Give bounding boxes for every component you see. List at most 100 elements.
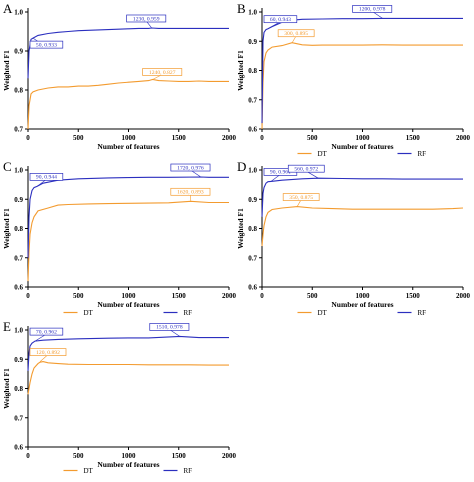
annotation-box bbox=[29, 348, 67, 356]
x-tick-label: 1000 bbox=[356, 134, 371, 142]
x-tick-label: 1500 bbox=[406, 292, 421, 300]
legend-label-dt: DT bbox=[318, 150, 328, 158]
y-axis-label: Weighted F1 bbox=[2, 208, 11, 249]
x-tick-label: 1500 bbox=[172, 134, 187, 142]
annotation-label: 1230, 0.959 bbox=[133, 16, 160, 22]
annotation-box bbox=[29, 173, 64, 181]
y-tick-label: 0.8 bbox=[14, 87, 23, 95]
annotation-box bbox=[287, 164, 325, 173]
annotation-label: 1620, 0.893 bbox=[177, 190, 204, 196]
x-tick-label: 500 bbox=[307, 134, 318, 142]
legend-label-rf: RF bbox=[418, 309, 427, 317]
panel-c: C 0.6 0.7 0.8 0.9 1.0 0 500 1000 1500 2000 Number o… bbox=[2, 159, 237, 317]
series-line-rf bbox=[27, 335, 229, 371]
annotation-label: 350, 0.875 bbox=[289, 195, 313, 201]
legend: DT RF bbox=[63, 309, 193, 317]
legend-label-dt: DT bbox=[84, 309, 94, 317]
x-axis-label: Number of features bbox=[331, 142, 393, 151]
y-tick-label: 0.8 bbox=[248, 67, 257, 75]
series-line-rf bbox=[261, 17, 463, 124]
annotation-box bbox=[263, 15, 298, 24]
y-axis-label: Weighted F1 bbox=[236, 50, 245, 91]
annotation-box bbox=[29, 327, 64, 336]
x-tick-label: 1000 bbox=[122, 134, 137, 142]
annotation-label: 1240, 0.827 bbox=[149, 70, 176, 76]
x-tick-label: 1500 bbox=[172, 452, 187, 460]
y-axis-label: Weighted F1 bbox=[236, 208, 245, 249]
annotation-label: 120, 0.892 bbox=[36, 350, 60, 356]
panel-letter: D bbox=[237, 159, 246, 174]
y-tick-label: 1.0 bbox=[248, 9, 257, 17]
y-tick-label: 0.7 bbox=[248, 96, 257, 104]
annotation-label: 1720, 0.976 bbox=[177, 165, 204, 171]
annotation-label: 90, 0.961 bbox=[270, 170, 291, 176]
y-axis-label: Weighted F1 bbox=[2, 50, 11, 91]
annotation-box bbox=[126, 14, 167, 23]
legend: DT RF bbox=[297, 150, 427, 158]
y-tick-label: 0.7 bbox=[14, 414, 23, 422]
y-tick-label: 0.9 bbox=[248, 196, 257, 204]
annotation-label: 1510, 0.978 bbox=[156, 325, 183, 331]
y-tick-label: 0.8 bbox=[14, 225, 23, 233]
x-tick-label: 1500 bbox=[172, 292, 187, 300]
y-tick-label: 0.7 bbox=[14, 126, 23, 134]
legend-label-rf: RF bbox=[184, 309, 193, 317]
y-tick-label: 1.0 bbox=[248, 167, 257, 175]
panel-d: D 0.6 0.7 0.8 0.9 1.0 0 500 1000 1500 2000 Number o… bbox=[236, 159, 471, 317]
series-line-rf bbox=[27, 176, 229, 258]
annotation-box bbox=[277, 29, 315, 38]
series-line-dt bbox=[27, 78, 229, 130]
annotation-box bbox=[170, 163, 211, 172]
legend-label-dt: DT bbox=[318, 309, 328, 317]
legend-label-dt: DT bbox=[84, 467, 94, 475]
x-axis-label: Number of features bbox=[97, 300, 159, 309]
annotation-label: 50, 0.933 bbox=[36, 42, 57, 48]
x-axis-label: Number of features bbox=[97, 460, 159, 469]
panel-e: E 0.6 0.7 0.8 0.9 1.0 0 500 1000 1500 2000 Number o… bbox=[2, 319, 237, 475]
x-tick-label: 2000 bbox=[222, 292, 237, 300]
y-tick-label: 0.8 bbox=[14, 385, 23, 393]
annotation-label: 90, 0.944 bbox=[36, 175, 57, 181]
y-tick-label: 0.7 bbox=[14, 254, 23, 262]
legend-label-rf: RF bbox=[184, 467, 193, 475]
x-tick-label: 2000 bbox=[222, 452, 237, 460]
x-tick-label: 500 bbox=[73, 292, 84, 300]
y-axis-label: Weighted F1 bbox=[2, 368, 11, 409]
x-tick-label: 1000 bbox=[356, 292, 371, 300]
annotation-box bbox=[142, 68, 183, 76]
series-line-rf bbox=[27, 27, 229, 79]
series-line-dt bbox=[27, 361, 229, 395]
annotation-label: 60, 0.943 bbox=[270, 17, 291, 23]
y-tick-label: 0.6 bbox=[248, 284, 257, 292]
y-tick-label: 0.9 bbox=[14, 196, 23, 204]
legend: DT RF bbox=[63, 467, 193, 475]
panel-letter: C bbox=[3, 159, 12, 174]
panel-letter: B bbox=[237, 1, 246, 16]
annotation-label: 1200, 0.978 bbox=[359, 7, 386, 13]
x-tick-label: 0 bbox=[26, 452, 30, 460]
x-tick-label: 0 bbox=[26, 292, 30, 300]
x-tick-label: 500 bbox=[73, 452, 84, 460]
series-line-rf bbox=[261, 177, 463, 217]
y-tick-label: 0.6 bbox=[14, 284, 23, 292]
annotation-box bbox=[29, 40, 64, 49]
y-tick-label: 0.8 bbox=[248, 225, 257, 233]
annotation-box bbox=[352, 5, 393, 13]
x-tick-label: 500 bbox=[307, 292, 318, 300]
panel-b: B 0.6 0.7 0.8 0.9 1.0 0 500 1000 1500 2000 Number o… bbox=[236, 1, 471, 158]
annotation-box bbox=[170, 187, 211, 196]
annotation-label: 300, 0.895 bbox=[284, 31, 308, 37]
annotation-label: 560, 0.972 bbox=[294, 166, 318, 172]
legend-label-rf: RF bbox=[418, 150, 427, 158]
x-tick-label: 2000 bbox=[456, 134, 471, 142]
panel-letter: A bbox=[3, 1, 13, 16]
y-tick-label: 0.9 bbox=[14, 48, 23, 56]
x-axis-label: Number of features bbox=[97, 142, 159, 151]
series-line-dt bbox=[261, 206, 464, 247]
y-tick-label: 1.0 bbox=[14, 327, 23, 335]
y-tick-label: 0.6 bbox=[14, 444, 23, 452]
x-tick-label: 1000 bbox=[122, 292, 137, 300]
panel-a: A 0.7 0.8 0.9 1.0 0 500 1000 1500 2000 Number of f… bbox=[2, 1, 237, 151]
series-line-dt bbox=[27, 200, 229, 282]
